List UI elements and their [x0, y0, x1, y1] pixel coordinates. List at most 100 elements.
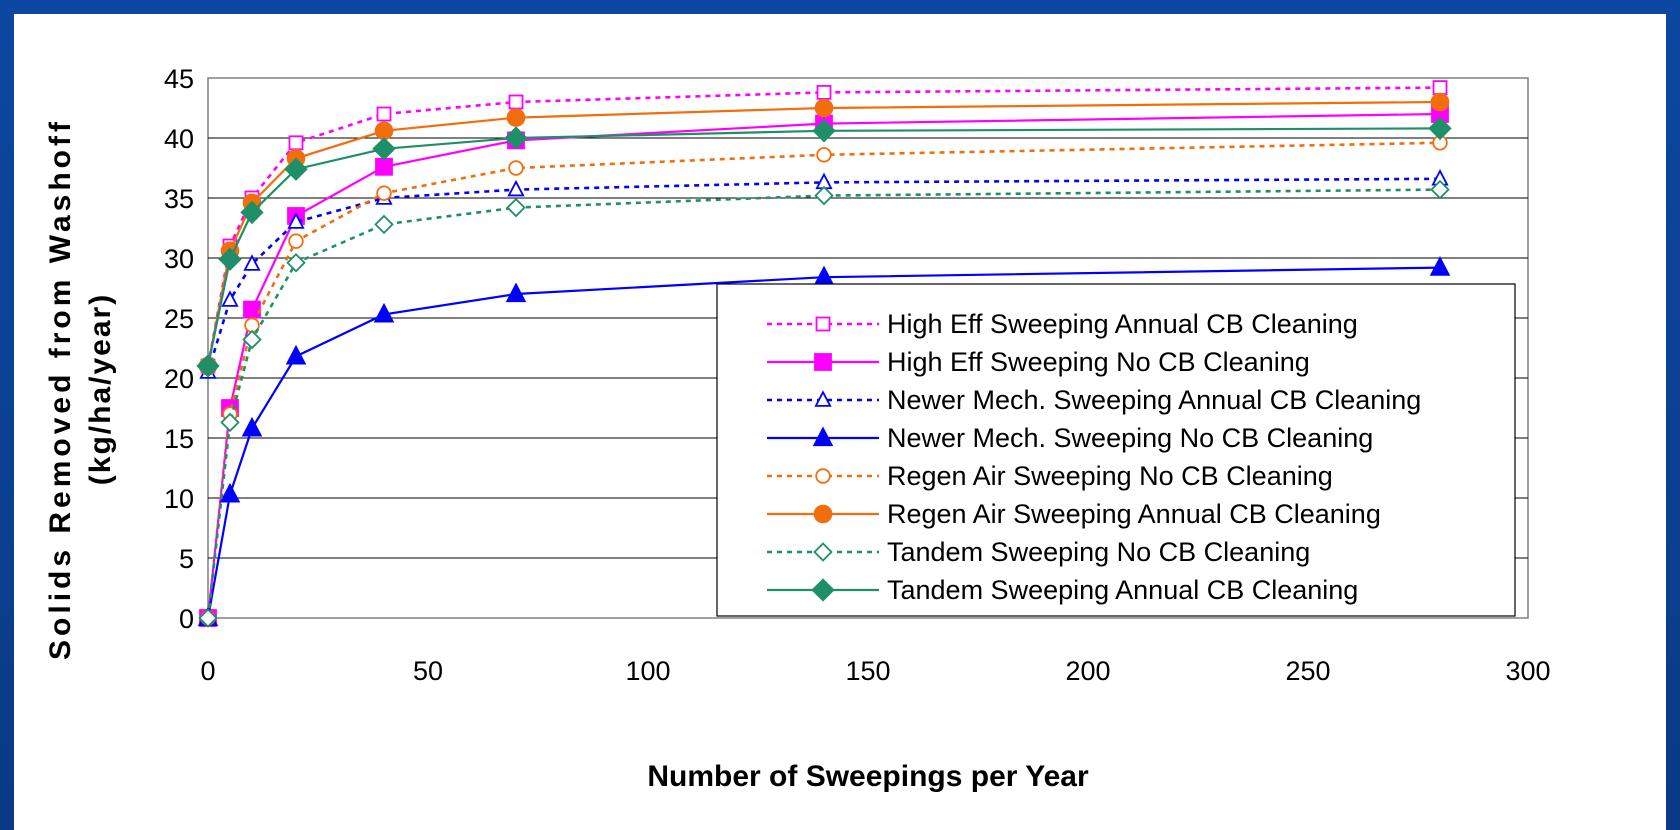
- legend-entry: Regen Air Sweeping No CB Cleaning: [767, 461, 1333, 491]
- y-tick-label: 0: [179, 604, 194, 634]
- data-point: [814, 185, 834, 206]
- y-tick-labels: 0 5 10 15 20 25 30 35 40 45: [164, 64, 194, 634]
- data-point: [814, 390, 832, 407]
- chart-panel: 0 5 10 15 20 25 30 35 40 45 0 50 100 150 200 250 300 Nu…: [14, 14, 1666, 830]
- data-point: [376, 185, 392, 201]
- data-point: [198, 608, 218, 628]
- data-point: [376, 106, 392, 122]
- legend-label: Newer Mech. Sweeping Annual CB Cleaning: [887, 385, 1421, 415]
- series-line: [206, 177, 1441, 373]
- data-point: [374, 121, 394, 141]
- line-chart: 0 5 10 15 20 25 30 35 40 45 0 50 100 150 200 250 300 Nu…: [44, 64, 1551, 793]
- data-point: [1432, 80, 1448, 95]
- y-tick-label: 40: [164, 124, 194, 154]
- data-point: [220, 412, 240, 433]
- data-point: [1428, 116, 1452, 141]
- data-point: [815, 316, 831, 332]
- data-point: [218, 247, 242, 271]
- series-line: [206, 141, 1441, 619]
- series-layer: [196, 80, 1452, 628]
- x-tick-label: 100: [625, 656, 670, 686]
- data-point: [375, 157, 393, 176]
- data-point: [240, 200, 264, 225]
- y-tick-label: 35: [164, 184, 194, 214]
- y-axis-title-line2: (kg/ha/year): [84, 293, 117, 485]
- x-tick-label: 150: [845, 656, 890, 686]
- x-tick-label: 200: [1065, 656, 1110, 686]
- data-point: [813, 504, 833, 524]
- data-point: [814, 353, 832, 371]
- legend-entry: Regen Air Sweeping Annual CB Cleaning: [767, 499, 1381, 529]
- x-tick-label: 300: [1505, 656, 1550, 686]
- legend-entry: High Eff Sweeping Annual CB Cleaning: [767, 309, 1358, 339]
- series-line: [206, 266, 1441, 619]
- data-point: [1430, 92, 1450, 112]
- series-line: [206, 112, 1441, 619]
- legend: High Eff Sweeping Annual CB Cleaning High…: [716, 283, 1516, 617]
- legend-label: Tandem Sweeping No CB Cleaning: [887, 537, 1310, 567]
- y-tick-label: 45: [164, 64, 194, 94]
- data-point: [507, 179, 525, 197]
- data-point: [815, 468, 831, 484]
- data-point: [373, 302, 395, 323]
- y-tick-label: 30: [164, 244, 194, 274]
- data-point: [506, 108, 526, 127]
- data-point: [284, 157, 308, 181]
- data-point: [813, 542, 833, 562]
- data-point: [816, 85, 832, 100]
- data-point: [506, 197, 526, 218]
- data-point: [508, 94, 524, 110]
- data-point: [219, 482, 241, 503]
- data-point: [221, 290, 239, 307]
- legend-entry: Newer Mech. Sweeping Annual CB Cleaning: [767, 385, 1421, 415]
- legend-entry: High Eff Sweeping No CB Cleaning: [767, 347, 1310, 377]
- legend-entry: Tandem Sweeping Annual CB Cleaning: [767, 575, 1358, 605]
- legend-label: Newer Mech. Sweeping No CB Cleaning: [887, 423, 1373, 453]
- data-point: [243, 300, 261, 319]
- x-tick-label: 50: [413, 656, 443, 686]
- series-line: [206, 86, 1441, 367]
- data-point: [505, 282, 527, 303]
- y-tick-label: 15: [164, 424, 194, 454]
- y-axis-title-line1: Solids Removed from Washoff: [44, 118, 77, 660]
- legend-label: High Eff Sweeping Annual CB Cleaning: [887, 309, 1358, 339]
- data-point: [241, 416, 263, 437]
- series-line: [206, 188, 1441, 619]
- data-point: [196, 354, 220, 378]
- legend-label: High Eff Sweeping No CB Cleaning: [887, 347, 1310, 377]
- data-point: [812, 119, 836, 143]
- data-point: [374, 214, 394, 235]
- data-point: [814, 98, 834, 118]
- data-point: [1430, 179, 1450, 200]
- series-7: [198, 179, 1450, 628]
- data-point: [286, 253, 306, 273]
- data-point: [242, 329, 262, 350]
- data-point: [285, 344, 307, 365]
- x-tick-label: 250: [1285, 656, 1330, 686]
- y-tick-label: 20: [164, 364, 194, 394]
- data-point: [288, 135, 304, 151]
- legend-entry: Newer Mech. Sweeping No CB Cleaning: [767, 423, 1373, 453]
- legend-box: [716, 283, 1516, 617]
- data-point: [811, 578, 835, 602]
- data-point: [812, 426, 834, 447]
- legend-label: Regen Air Sweeping No CB Cleaning: [887, 461, 1333, 491]
- data-point: [1429, 256, 1451, 276]
- data-point: [243, 254, 261, 271]
- x-tick-label: 0: [200, 656, 215, 686]
- x-tick-labels: 0 50 100 150 200 250 300: [200, 656, 1550, 686]
- data-point: [508, 160, 524, 176]
- x-axis-title: Number of Sweepings per Year: [647, 760, 1089, 793]
- data-point: [816, 147, 832, 163]
- y-tick-label: 10: [164, 484, 194, 514]
- series-4: [197, 256, 1451, 627]
- data-point: [288, 233, 304, 249]
- data-point: [287, 212, 305, 229]
- data-point: [372, 137, 396, 161]
- data-point: [504, 126, 528, 150]
- legend-entry: Tandem Sweeping No CB Cleaning: [767, 537, 1310, 567]
- y-tick-label: 5: [179, 544, 194, 574]
- series-5: [200, 135, 1448, 626]
- series-8: [196, 116, 1452, 378]
